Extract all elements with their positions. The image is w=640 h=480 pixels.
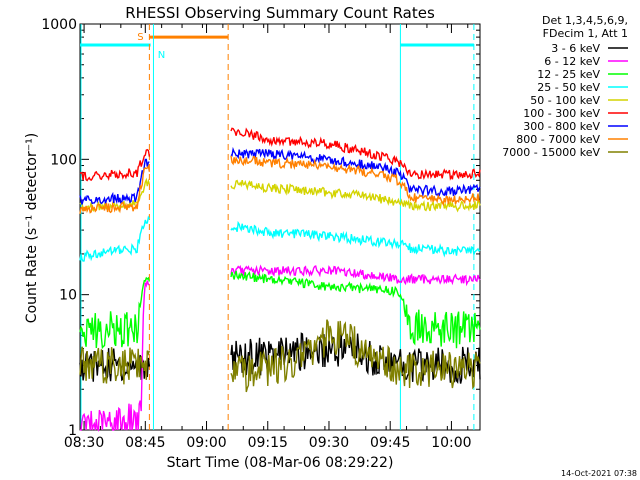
legend-header-line-2: FDecim 1, Att 1 <box>543 27 628 40</box>
series-line <box>230 179 481 213</box>
chart-title: RHESSI Observing Summary Count Rates <box>125 4 435 22</box>
series-line <box>79 164 151 215</box>
plot-area: 1 10 100 1000 08:30 08:45 09:00 09:15 09:30 09:45… <box>41 17 481 451</box>
series-line <box>79 280 150 432</box>
timestamp-label: 14-Oct-2021 07:38 <box>561 469 637 478</box>
series-line <box>230 146 481 198</box>
y-tick-label: 1 <box>68 423 77 439</box>
series-line <box>230 155 480 207</box>
series-line <box>230 319 481 393</box>
y-tick-label: 100 <box>50 152 77 168</box>
series-line <box>230 264 481 287</box>
x-tick-label: 09:00 <box>186 435 226 451</box>
x-tick-label: 09:15 <box>248 435 288 451</box>
x-tick-label: 08:30 <box>64 435 104 451</box>
series-line <box>79 158 150 205</box>
plot-frame <box>79 23 481 431</box>
legend-label: 3 - 6 keV <box>551 42 600 55</box>
series-line <box>230 127 481 181</box>
series-line <box>79 148 151 182</box>
legend-header-line-1: Det 1,3,4,5,6,9, <box>542 14 628 27</box>
legend-label: 50 - 100 keV <box>530 94 600 107</box>
legend-label: 6 - 12 keV <box>544 55 600 68</box>
series-line <box>230 270 481 349</box>
x-axis-label: Start Time (08-Mar-06 08:29:22) <box>167 455 394 471</box>
y-tick-label: 1000 <box>41 17 77 33</box>
x-tick-label: 09:30 <box>309 435 349 451</box>
legend-label: 800 - 7000 keV <box>516 133 600 146</box>
series-line <box>230 220 481 258</box>
y-tick-label: 10 <box>59 288 77 304</box>
legend-label: 25 - 50 keV <box>537 81 600 94</box>
legend-label: 7000 - 15000 keV <box>502 146 600 159</box>
x-tick-label: 10:00 <box>431 435 471 451</box>
legend-label: 12 - 25 keV <box>537 68 600 81</box>
saa-label: S <box>137 32 143 43</box>
series-line <box>79 346 151 385</box>
legend-label: 100 - 300 keV <box>523 107 600 120</box>
series-line <box>79 215 151 262</box>
x-tick-label: 08:45 <box>125 435 165 451</box>
y-axis-label: Count Rate (s⁻¹ detector⁻¹) <box>24 133 40 323</box>
legend-label: 300 - 800 keV <box>523 120 600 133</box>
night-label: N <box>158 50 165 61</box>
x-tick-label: 09:45 <box>370 435 410 451</box>
series-line <box>79 276 151 350</box>
